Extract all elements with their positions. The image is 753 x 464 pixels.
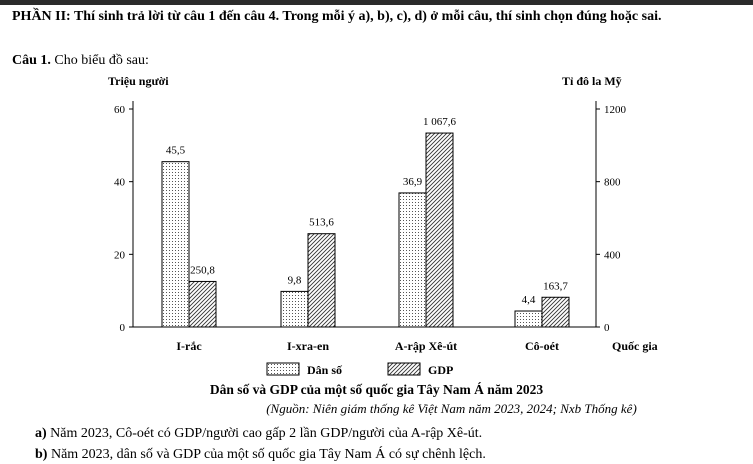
right-axis-label: Tỉ đô la Mỹ: [562, 74, 622, 88]
legend-label: GDP: [428, 363, 453, 377]
question-text: Cho biểu đồ sau:: [50, 53, 149, 68]
left-tick-label: 40: [114, 177, 126, 189]
left-tick-label: 20: [114, 249, 126, 261]
bar-value-label: 163,7: [543, 280, 568, 292]
statement-a: a) Năm 2023, Cô-oét có GDP/người cao gấp…: [35, 425, 482, 442]
bar-value-label: 513,6: [309, 217, 334, 229]
statement-b: b) Năm 2023, dân số và GDP của một số qu…: [35, 446, 486, 463]
bar-value-label: 250,8: [190, 264, 215, 276]
bar-gdp: [541, 296, 570, 328]
legend-swatch: [266, 362, 300, 376]
category-label: A-rập Xê-út: [395, 339, 457, 353]
left-axis-label: Triệu người: [108, 74, 169, 88]
right-tick-label: 400: [604, 249, 621, 261]
statement-a-text: Năm 2023, Cô-oét có GDP/người cao gấp 2 …: [46, 426, 483, 441]
bar-value-label: 45,5: [166, 145, 186, 157]
legend-label: Dân số: [307, 363, 343, 377]
bar-population: [398, 192, 427, 328]
statement-b-label: b): [35, 447, 48, 462]
right-tick-label: 800: [604, 177, 621, 189]
chart-title: Dân số và GDP của một số quốc gia Tây Na…: [209, 382, 544, 397]
bar-gdp: [188, 280, 217, 328]
statement-b-text: Năm 2023, dân số và GDP của một số quốc …: [47, 447, 486, 462]
bar-value-label: 36,9: [403, 176, 423, 188]
x-axis-label: Quốc gia: [612, 339, 658, 353]
bar-population: [514, 310, 543, 328]
legend-swatch: [387, 362, 421, 376]
category-label: Cô-oét: [525, 339, 559, 353]
right-tick-label: 1200: [604, 104, 627, 116]
category-label: I-xra-en: [287, 339, 329, 353]
category-label: I-rắc: [176, 339, 202, 353]
bar-chart: 0 20 40 60 0 400 800 1200 Triệu người Tỉ đô la Mỹ…: [108, 74, 658, 377]
right-tick-label: 0: [604, 322, 610, 334]
left-tick-label: 0: [120, 322, 126, 334]
bar-value-label: 1 067,6: [423, 116, 457, 128]
section-heading: PHẦN II: Thí sinh trả lời từ câu 1 đến c…: [12, 9, 662, 24]
statement-a-label: a): [35, 426, 47, 441]
top-border-bar: [0, 0, 753, 5]
bar-population: [280, 290, 309, 328]
bar-value-label: 4,4: [522, 294, 536, 306]
bar-value-label: 9,8: [288, 274, 302, 286]
bar-gdp: [425, 132, 454, 328]
bar-population: [161, 161, 190, 328]
bar-gdp: [307, 233, 336, 328]
question-label: Câu 1.: [12, 53, 51, 68]
chart-source: (Nguồn: Niên giám thống kê Việt Nam năm …: [266, 401, 637, 416]
question-title: Câu 1. Cho biểu đồ sau:: [12, 52, 149, 69]
left-tick-label: 60: [114, 104, 126, 116]
